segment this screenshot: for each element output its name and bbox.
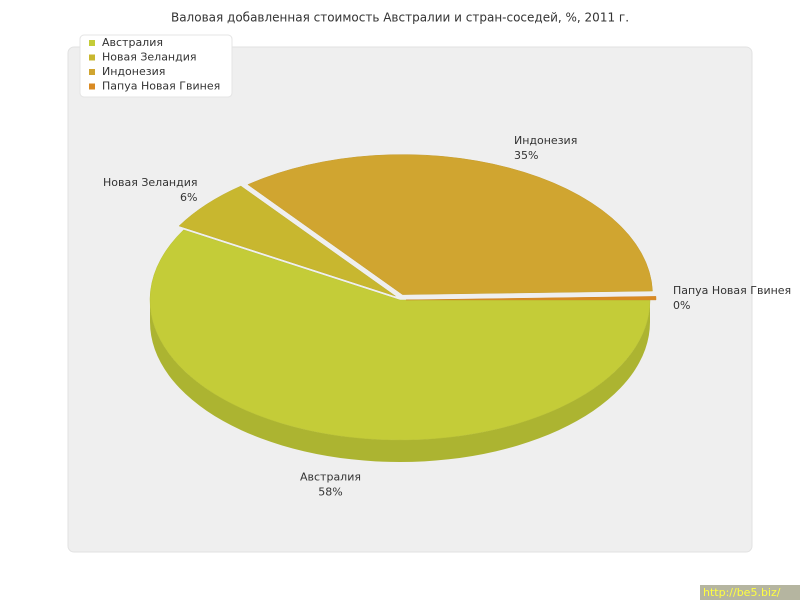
legend-swatch xyxy=(89,40,95,46)
slice-label: Индонезия xyxy=(514,134,577,147)
slice xyxy=(405,296,657,301)
legend-swatch xyxy=(89,83,95,90)
slice-value-label: 6% xyxy=(180,191,197,204)
chart-title: Валовая добавленная стоимость Австралии … xyxy=(171,11,629,25)
legend-label: Индонезия xyxy=(102,65,165,78)
slice-label: Новая Зеландия xyxy=(103,176,198,189)
slice-value-label: 58% xyxy=(318,485,342,498)
slice xyxy=(178,185,396,297)
slice-value-label: 0% xyxy=(673,299,690,312)
watermark-bg xyxy=(700,585,800,600)
slice-label: Австралия xyxy=(300,470,361,483)
slice-label: Папуа Новая Гвинея xyxy=(673,284,791,297)
slice-value-label: 35% xyxy=(514,149,538,162)
slice xyxy=(247,154,653,295)
legend-label: Австралия xyxy=(102,36,163,49)
slice xyxy=(149,229,651,441)
legend-box xyxy=(79,34,233,98)
legend-swatch xyxy=(89,54,95,61)
watermark: http://be5.biz/ xyxy=(703,586,781,599)
pie: Австралия 58% Новая Зеландия 6% Индонезия 35%… xyxy=(103,134,791,498)
legend-swatch xyxy=(89,69,95,75)
legend-label: Новая Зеландия xyxy=(102,51,197,64)
legend-label: Папуа Новая Гвинея xyxy=(102,80,220,93)
